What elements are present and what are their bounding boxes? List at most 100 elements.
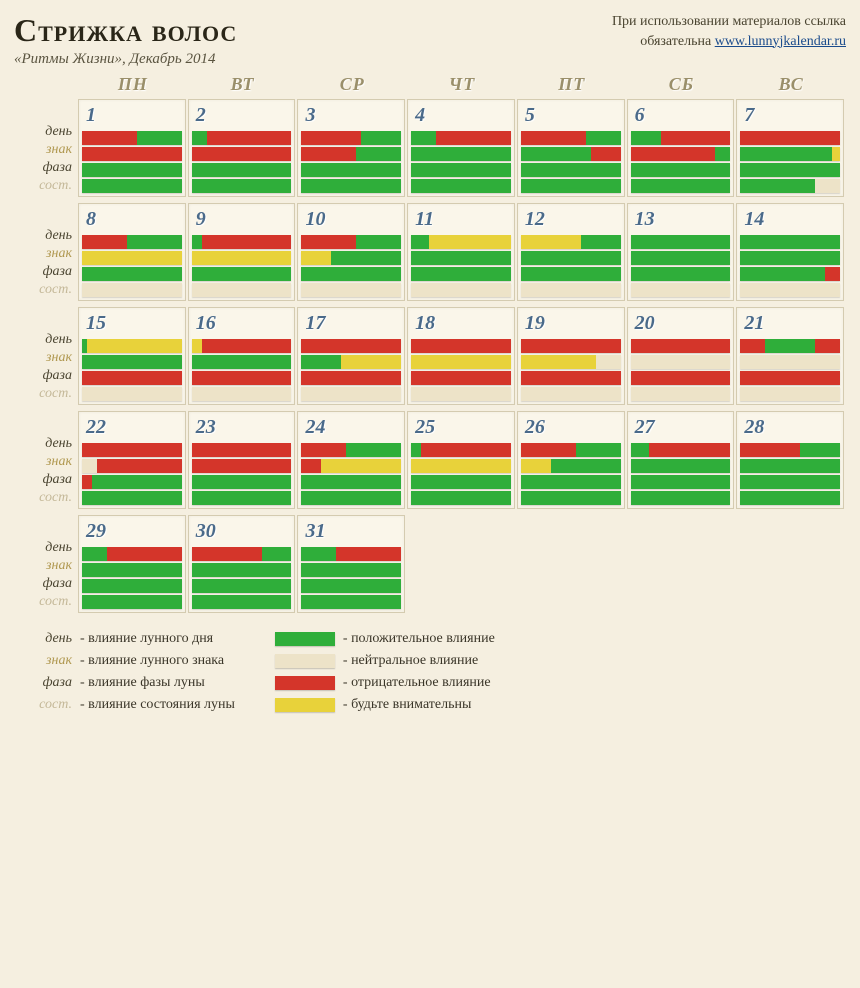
influence-bar [192,355,292,369]
row-label: знак [14,245,78,263]
day-cell: 11 [407,203,515,301]
day-number: 18 [415,312,511,335]
day-number: 15 [86,312,182,335]
credit-block: При использовании материалов ссылка обяз… [612,12,846,51]
legend-swatch [275,676,335,690]
influence-bar [192,459,292,473]
influence-bar [192,147,292,161]
day-number: 30 [196,520,292,543]
row-label: сост. [14,489,78,507]
influence-bar [521,251,621,265]
influence-bar [631,251,731,265]
influence-bar [740,371,840,385]
influence-bar [301,131,401,145]
influence-bar [740,443,840,457]
day-cell: 15 [78,307,186,405]
influence-bar [192,163,292,177]
influence-bar [82,267,182,281]
legend-item: - положительное влияние [275,631,495,647]
day-cell: 22 [78,411,186,509]
influence-bar [521,131,621,145]
influence-bar [631,491,731,505]
day-number: 13 [635,208,731,231]
weekday-label: СБ [627,74,737,95]
day-number: 1 [86,104,182,127]
day-number: 25 [415,416,511,439]
influence-bar [192,387,292,401]
day-number: 27 [635,416,731,439]
influence-bar [740,491,840,505]
calendar-grid: деньзнакфазасост.1234567деньзнакфазасост… [14,99,846,613]
influence-bar [411,371,511,385]
influence-bar [301,387,401,401]
weekday-label: ПТ [517,74,627,95]
day-number: 8 [86,208,182,231]
influence-bar [631,387,731,401]
day-number: 23 [196,416,292,439]
day-number: 20 [635,312,731,335]
influence-bar [521,443,621,457]
day-cell: 13 [627,203,735,301]
day-number: 14 [744,208,840,231]
day-cell: 9 [188,203,296,301]
influence-bar [631,235,731,249]
influence-bar [301,563,401,577]
influence-bar [192,595,292,609]
influence-bar [192,491,292,505]
legend-item: - будьте внимательны [275,697,495,713]
influence-bar [411,235,511,249]
influence-bar [301,547,401,561]
influence-bar [192,339,292,353]
day-number: 21 [744,312,840,335]
day-cell: 3 [297,99,405,197]
day-number: 22 [86,416,182,439]
day-cell: 18 [407,307,515,405]
legend-item: фаза- влияние фазы луны [24,675,235,691]
influence-bar [631,371,731,385]
influence-bar [301,579,401,593]
influence-bar [192,563,292,577]
row-label: день [14,539,78,557]
influence-bar [740,267,840,281]
row-label: сост. [14,281,78,299]
influence-bar [301,595,401,609]
row-label: день [14,331,78,349]
legend-item: - нейтральное влияние [275,653,495,669]
day-cell: 14 [736,203,844,301]
influence-bar [82,251,182,265]
legend-swatch [275,698,335,712]
row-label: фаза [14,367,78,385]
influence-bar [631,355,731,369]
day-cell: 16 [188,307,296,405]
row-label: фаза [14,471,78,489]
influence-bar [301,267,401,281]
influence-bar [82,179,182,193]
row-label: сост. [14,385,78,403]
influence-bar [411,283,511,297]
influence-bar [82,235,182,249]
legend-item: - отрицательное влияние [275,675,495,691]
influence-bar [521,147,621,161]
influence-bar [411,251,511,265]
row-label: фаза [14,575,78,593]
influence-bar [521,163,621,177]
influence-bar [192,579,292,593]
row-label: знак [14,141,78,159]
day-number: 24 [305,416,401,439]
influence-bar [740,235,840,249]
influence-bar [82,579,182,593]
influence-bar [301,251,401,265]
day-number: 5 [525,104,621,127]
influence-bar [740,459,840,473]
day-cell: 25 [407,411,515,509]
influence-bar [411,147,511,161]
influence-bar [411,387,511,401]
page-title: Стрижка волос [14,12,237,49]
source-link[interactable]: www.lunnyjkalendar.ru [715,34,846,49]
influence-bar [192,475,292,489]
influence-bar [411,339,511,353]
day-number: 6 [635,104,731,127]
day-cell: 1 [78,99,186,197]
weekday-label: ЧТ [407,74,517,95]
influence-bar [521,283,621,297]
